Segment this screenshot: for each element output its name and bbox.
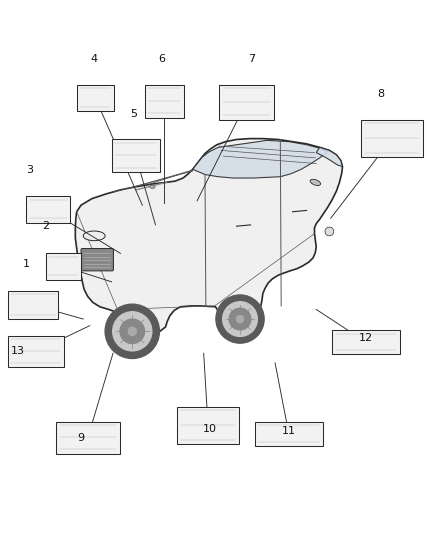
- Polygon shape: [316, 147, 343, 167]
- Ellipse shape: [150, 185, 155, 189]
- FancyBboxPatch shape: [112, 140, 160, 172]
- Text: 9: 9: [78, 433, 85, 443]
- Text: 7: 7: [248, 54, 255, 64]
- FancyBboxPatch shape: [8, 336, 64, 367]
- FancyBboxPatch shape: [332, 330, 400, 354]
- Text: 6: 6: [159, 54, 166, 64]
- Circle shape: [237, 316, 244, 322]
- Ellipse shape: [310, 179, 321, 185]
- FancyBboxPatch shape: [56, 422, 120, 454]
- Text: 11: 11: [282, 426, 296, 436]
- Ellipse shape: [83, 231, 105, 241]
- Circle shape: [223, 302, 258, 336]
- Circle shape: [120, 319, 145, 344]
- Circle shape: [113, 312, 152, 351]
- Text: 10: 10: [203, 424, 217, 434]
- FancyBboxPatch shape: [46, 253, 81, 280]
- Text: 13: 13: [11, 346, 25, 356]
- FancyBboxPatch shape: [145, 85, 184, 118]
- Circle shape: [229, 308, 251, 330]
- Circle shape: [325, 227, 334, 236]
- Text: 2: 2: [42, 221, 49, 231]
- FancyBboxPatch shape: [26, 197, 70, 223]
- FancyBboxPatch shape: [177, 407, 239, 444]
- FancyBboxPatch shape: [361, 120, 423, 157]
- Circle shape: [216, 295, 264, 343]
- FancyBboxPatch shape: [81, 248, 113, 271]
- Text: 12: 12: [359, 333, 373, 343]
- Text: 8: 8: [378, 89, 385, 99]
- Circle shape: [128, 327, 136, 335]
- FancyBboxPatch shape: [255, 422, 323, 446]
- FancyBboxPatch shape: [8, 290, 58, 319]
- Text: 3: 3: [26, 165, 33, 174]
- FancyBboxPatch shape: [219, 85, 274, 120]
- Text: 1: 1: [23, 259, 30, 269]
- FancyBboxPatch shape: [77, 85, 114, 111]
- Text: 4: 4: [91, 54, 98, 64]
- Circle shape: [105, 304, 159, 359]
- Polygon shape: [75, 139, 343, 336]
- Polygon shape: [193, 140, 328, 178]
- Text: 5: 5: [130, 109, 137, 119]
